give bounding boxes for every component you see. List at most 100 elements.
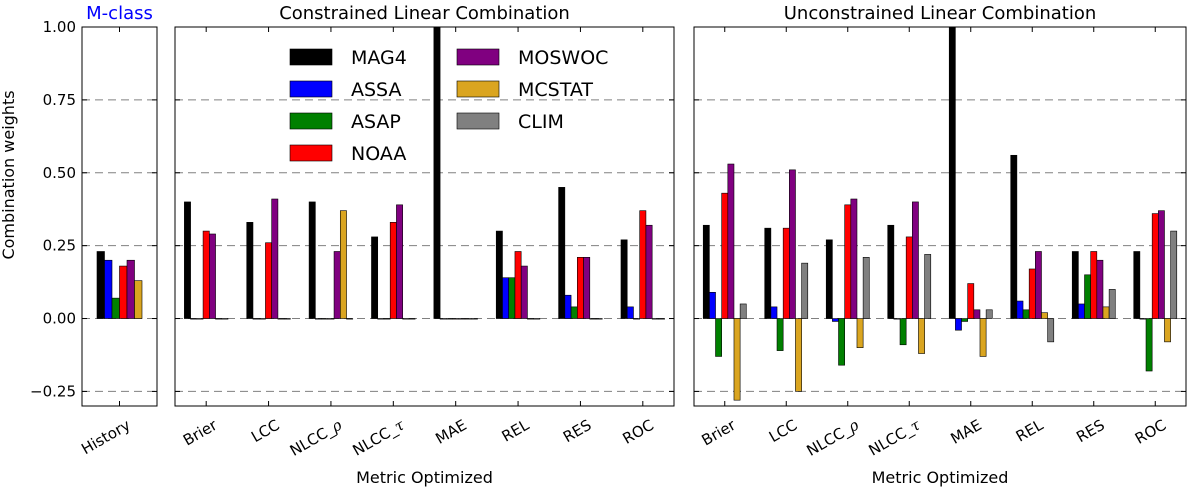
- bar-mcstat-nlcc-: [339, 210, 347, 319]
- panel-title: Unconstrained Linear Combination: [784, 3, 1097, 24]
- bar-moswoc-roc: [645, 224, 653, 319]
- bar-clim-brier: [739, 303, 747, 319]
- bar-asap-mae: [961, 318, 968, 322]
- bar-noaa-nlcc-: [327, 318, 335, 320]
- bar-moswoc-nlcc-: [333, 251, 341, 319]
- bar-mcstat-mae: [464, 318, 472, 320]
- x-tick-label: History: [78, 416, 133, 458]
- bar-noaa-brier: [202, 230, 210, 319]
- bar-clim-roc: [1170, 230, 1178, 319]
- bar-mag4-lcc: [764, 227, 772, 319]
- bar-moswoc-brier: [209, 233, 216, 319]
- bar-asap-nlcc-: [838, 318, 845, 366]
- legend-label-moswoc: MOSWOC: [518, 47, 608, 69]
- bar-asap-nlcc-: [899, 318, 907, 346]
- bar-mag4-rel: [495, 230, 503, 319]
- bar-assa-rel: [1016, 300, 1024, 319]
- bar-clim-nlcc-: [408, 318, 416, 320]
- y-tick-label: 0.75: [43, 91, 76, 109]
- bar-asap-lcc: [776, 318, 784, 351]
- x-tick-label: REL: [499, 416, 533, 446]
- bar-asap-nlcc-: [383, 318, 391, 320]
- bar-moswoc-nlcc-: [396, 204, 403, 319]
- bar-mag4-rel: [1010, 154, 1018, 319]
- y-tick-label: 0.00: [43, 310, 76, 328]
- bar-asap-lcc: [258, 318, 266, 320]
- bar-mcstat-rel: [1041, 312, 1048, 319]
- y-tick-label: 1.00: [43, 18, 76, 36]
- panel-2: Brier LCC NLCC_ρ NLCC_τ MAE REL RES ROC Constrai…: [174, 3, 675, 487]
- bar-mag4-roc: [620, 239, 628, 319]
- legend-swatch-noaa: [289, 144, 333, 162]
- x-tick-label: RES: [1073, 416, 1107, 446]
- bar-moswoc-rel: [520, 265, 528, 319]
- bar-assa-brier: [190, 318, 198, 320]
- bar-clim-brier: [221, 318, 229, 320]
- x-tick-label: REL: [1013, 416, 1047, 446]
- bar-assa-roc: [1139, 318, 1147, 320]
- bar-mag4-nlcc-: [371, 236, 379, 319]
- bar-moswoc-nlcc-: [912, 201, 919, 319]
- bar-mcstat-brier: [733, 318, 741, 401]
- x-axis-label: Metric Optimized: [356, 468, 493, 487]
- bar-moswoc-mae: [458, 318, 466, 320]
- legend-swatch-mcstat: [456, 80, 500, 98]
- bar-noaa-nlcc-: [844, 204, 852, 319]
- bar-mcstat-history: [134, 280, 143, 319]
- bar-assa-history: [104, 259, 113, 319]
- bar-moswoc-res: [1096, 259, 1104, 319]
- legend-label-clim: CLIM: [518, 111, 564, 133]
- legend-label-mcstat: MCSTAT: [518, 79, 593, 101]
- x-tick-label: MAE: [432, 416, 469, 448]
- x-tick-label: LCC: [766, 416, 800, 446]
- legend-swatch-asap: [289, 112, 333, 130]
- legend-swatch-moswoc: [456, 48, 500, 66]
- bar-mag4-brier: [184, 201, 191, 319]
- bar-moswoc-roc: [1158, 210, 1165, 319]
- bar-mag4-history: [96, 251, 105, 319]
- plot-frame: [81, 26, 158, 407]
- x-tick-label: NLCC_τ: [350, 416, 409, 461]
- x-tick-label: RES: [560, 416, 594, 446]
- panel-3: Brier LCC NLCC_ρ NLCC_τ MAE REL RES ROC Unconstr…: [693, 3, 1187, 487]
- bar-moswoc-lcc: [271, 198, 279, 319]
- bar-asap-nlcc-: [321, 318, 329, 320]
- bar-noaa-mae: [452, 318, 460, 320]
- bar-mag4-brier: [702, 224, 710, 319]
- bar-clim-rel: [1047, 318, 1055, 343]
- x-tick-label: NLCC_ρ: [287, 416, 346, 461]
- bar-mag4-mae: [948, 26, 956, 319]
- bar-asap-history: [111, 297, 120, 319]
- legend-swatch-mag4: [289, 48, 333, 66]
- bar-mcstat-nlcc-: [402, 318, 410, 320]
- bar-asap-brier: [715, 318, 722, 357]
- bar-noaa-roc: [639, 210, 647, 319]
- bar-assa-mae: [439, 318, 447, 320]
- bar-mag4-mae: [433, 26, 441, 319]
- bar-assa-nlcc-: [893, 318, 901, 320]
- bar-mcstat-mae: [979, 318, 987, 357]
- bar-moswoc-mae: [973, 309, 981, 319]
- x-tick-label: Brier: [699, 415, 740, 449]
- bar-mcstat-lcc: [277, 318, 285, 320]
- bar-assa-res: [1078, 303, 1085, 319]
- bar-assa-nlcc-: [315, 318, 322, 320]
- bar-noaa-lcc: [782, 227, 790, 319]
- legend-swatch-assa: [289, 80, 333, 98]
- legend-label-mag4: MAG4: [351, 47, 407, 69]
- bar-mcstat-brier: [215, 318, 223, 320]
- x-tick-label: ROC: [619, 416, 656, 448]
- bar-assa-roc: [626, 306, 634, 319]
- bar-moswoc-rel: [1035, 251, 1042, 319]
- bar-clim-mae: [470, 318, 478, 320]
- bar-asap-brier: [196, 318, 204, 320]
- x-axis-label: Metric Optimized: [872, 468, 1009, 487]
- chart-panels: −0.25 0.00 0.25 0.50 0.75 1.00 History M-class B…: [30, 3, 1187, 487]
- bar-noaa-history: [119, 265, 128, 319]
- bar-clim-lcc: [283, 318, 291, 320]
- bar-noaa-mae: [967, 283, 975, 319]
- bar-moswoc-lcc: [789, 169, 796, 319]
- bar-mcstat-nlcc-: [918, 318, 925, 354]
- bar-clim-res: [1108, 289, 1116, 319]
- bar-assa-lcc: [252, 318, 260, 320]
